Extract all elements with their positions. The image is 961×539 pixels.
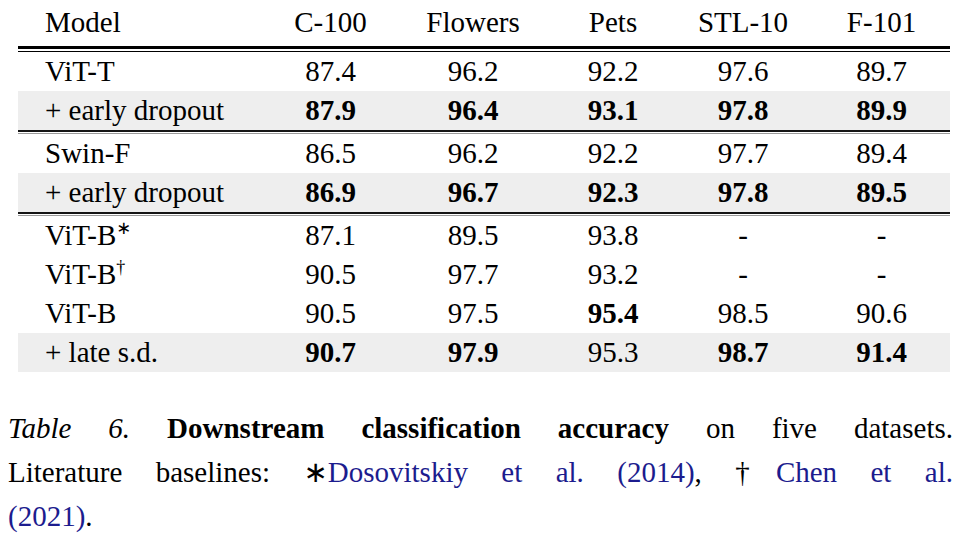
page: ModelC-100FlowersPetsSTL-10F-101 ViT-T 87.… [0, 0, 961, 539]
caption-text: Table 6. [8, 412, 167, 444]
caption-text: Downstream classification accuracy [167, 412, 669, 444]
table-cell: - [673, 216, 813, 255]
table-row: ViT-B 90.597.595.498.590.6 [18, 294, 950, 333]
table-cell: 96.4 [393, 91, 553, 130]
table-cell: 97.7 [673, 134, 813, 173]
table-caption: Table 6. Downstream classification accur… [8, 406, 953, 538]
table-cell: 87.1 [268, 216, 393, 255]
row-label: Swin-F [18, 134, 268, 173]
table-cell: 89.4 [813, 134, 950, 173]
caption-text: ∗ [303, 456, 327, 488]
table-cell: 89.5 [813, 173, 950, 212]
citation-link[interactable]: Chen et al. [776, 456, 953, 488]
caption-line: Literature baselines: ∗Dosovitskiy et al… [8, 450, 953, 494]
column-header-c-100: C-100 [268, 0, 393, 46]
table-cell: - [813, 255, 950, 294]
table-header-row: ModelC-100FlowersPetsSTL-10F-101 [18, 0, 950, 46]
row-label-text: ViT-B [45, 297, 116, 329]
table-row: + early dropout 86.996.792.397.889.5 [18, 173, 950, 212]
table-cell: 93.2 [553, 255, 673, 294]
table-cell: 95.4 [553, 294, 673, 333]
row-label-text: + early dropout [45, 94, 224, 126]
table-row: Swin-F 86.596.292.297.789.4 [18, 134, 950, 173]
table-row: + early dropout 87.996.493.197.889.9 [18, 91, 950, 130]
table-cell: 97.5 [393, 294, 553, 333]
column-header-stl-10: STL-10 [673, 0, 813, 46]
table-cell: - [813, 216, 950, 255]
table-cell: 92.2 [553, 134, 673, 173]
row-label: ViT-B∗ [18, 216, 268, 255]
row-label: ViT-B† [18, 255, 268, 294]
table-cell: 86.5 [268, 134, 393, 173]
table-row: ViT-T 87.496.292.297.689.7 [18, 52, 950, 91]
table-cell: 98.5 [673, 294, 813, 333]
row-label: + late s.d. [18, 333, 268, 372]
table-cell: 96.2 [393, 52, 553, 91]
table-cell: 87.9 [268, 91, 393, 130]
table-cell: 97.8 [673, 91, 813, 130]
row-label: + early dropout [18, 91, 268, 130]
table-cell: 93.8 [553, 216, 673, 255]
table-cell: 90.7 [268, 333, 393, 372]
citation-link[interactable]: (2021) [8, 500, 85, 532]
table-cell: 97.9 [393, 333, 553, 372]
table-cell: 96.2 [393, 134, 553, 173]
caption-line: Table 6. Downstream classification accur… [8, 406, 953, 450]
table-row: + late s.d. 90.797.995.398.791.4 [18, 333, 950, 372]
dagger-marker: † [116, 257, 125, 277]
row-label: + early dropout [18, 173, 268, 212]
table-row: ViT-B∗87.189.593.8-- [18, 216, 950, 255]
caption-line: (2021). [8, 494, 953, 538]
table-cell: 97.8 [673, 173, 813, 212]
table-cell: 98.7 [673, 333, 813, 372]
row-label-text: + late s.d. [45, 336, 158, 368]
table-cell: 89.7 [813, 52, 950, 91]
table-cell: 93.1 [553, 91, 673, 130]
caption-text: , [695, 456, 736, 488]
column-header-pets: Pets [553, 0, 673, 46]
table-cell: 91.4 [813, 333, 950, 372]
table-cell: 92.2 [553, 52, 673, 91]
table-cell: 90.5 [268, 294, 393, 333]
caption-text: Literature baselines: [8, 456, 303, 488]
table-cell: 92.3 [553, 173, 673, 212]
asterisk-marker: ∗ [116, 218, 131, 238]
column-header-flowers: Flowers [393, 0, 553, 46]
caption-text: † [735, 456, 776, 488]
table-cell: 89.9 [813, 91, 950, 130]
table-cell: 89.5 [393, 216, 553, 255]
row-label-text: + early dropout [45, 176, 224, 208]
table-cell: 90.5 [268, 255, 393, 294]
column-header-model: Model [18, 0, 268, 46]
table-cell: 97.6 [673, 52, 813, 91]
caption-text: on five datasets. [669, 412, 953, 444]
table-cell: 86.9 [268, 173, 393, 212]
table-cell: 95.3 [553, 333, 673, 372]
table-cell: 90.6 [813, 294, 950, 333]
caption-text: . [85, 500, 92, 532]
row-label-text: ViT-B [45, 258, 116, 290]
results-table: ModelC-100FlowersPetsSTL-10F-101 ViT-T 87.… [18, 0, 950, 372]
row-label-text: ViT-B [45, 219, 116, 251]
table-cell: 97.7 [393, 255, 553, 294]
row-label: ViT-B [18, 294, 268, 333]
table-row: ViT-B†90.597.793.2-- [18, 255, 950, 294]
citation-link[interactable]: Dosovitskiy et al. (2014) [328, 456, 695, 488]
table-cell: 87.4 [268, 52, 393, 91]
table-cell: - [673, 255, 813, 294]
row-label-text: Swin-F [45, 137, 130, 169]
table-cell: 96.7 [393, 173, 553, 212]
row-label: ViT-T [18, 52, 268, 91]
row-label-text: ViT-T [45, 55, 115, 87]
column-header-f-101: F-101 [813, 0, 950, 46]
